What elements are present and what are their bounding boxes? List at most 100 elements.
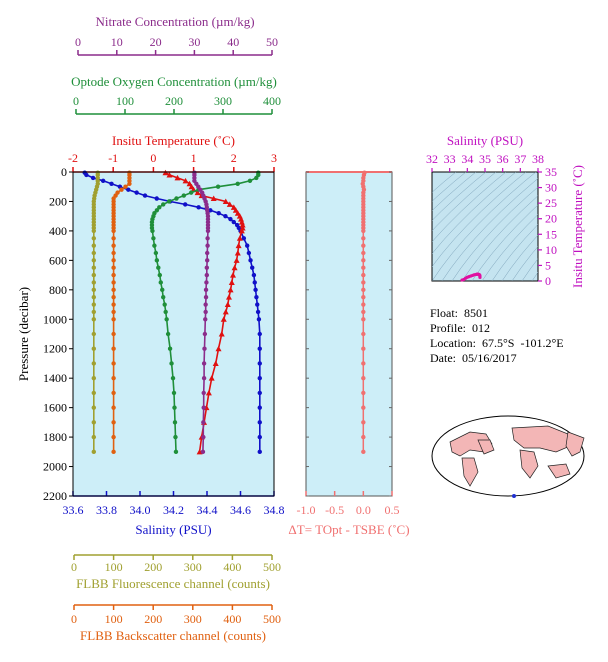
temperature-point [239,222,246,228]
oxygen-point [235,181,240,186]
backscatter-point [111,309,116,315]
nitrate-point [205,236,210,241]
nitrate-point [203,317,208,322]
salinity-point [253,287,258,293]
backscatter-point [111,434,116,440]
fluorescence-point [91,280,97,285]
salinity-tick-label: 34.4 [197,503,218,517]
backscatter-point [123,184,128,189]
float-location-marker [512,494,516,498]
nitrate-point [205,243,210,248]
map-landmass [519,449,539,479]
fluorescence-point [91,302,97,307]
nitrate-tick-label: 50 [266,35,278,49]
fluorescence-point [91,294,97,300]
temperature-point [215,345,222,352]
temperature-point [226,201,233,207]
salinity-point [255,302,260,307]
temperature-point [234,250,241,256]
nitrate-point [200,449,206,455]
fluorescence-point [91,390,97,396]
ts-salinity-tick-label: 36 [497,152,509,166]
isopycnal-line [432,172,457,193]
backscatter-point [111,390,116,396]
backscatter-point [111,265,116,270]
ts-salinity-tick-label: 37 [514,152,526,166]
fluorescence-point [91,375,97,381]
oxygen-point [161,202,166,207]
ts-salinity-tick-label: 35 [479,152,491,166]
oxygen-point [171,390,177,396]
fluorescence-point [91,236,97,241]
nitrate-point [202,346,207,351]
ts-temp-label: Insitu Temperature (˚C) [570,165,585,288]
salinity-point [154,196,159,201]
backscatter-point [111,272,116,278]
oxygen-point [164,317,169,322]
salinity-tick-label: 34.0 [130,503,151,517]
temperature-point [233,257,240,263]
temperature-tick-label: 3 [271,151,277,165]
temperature-point [220,316,227,322]
oxygen-tick-label: 200 [165,94,183,108]
backscatter-point [111,346,116,351]
salinity-tick-label: 33.8 [96,503,117,517]
fluorescence-point [91,434,97,440]
backscatter-tick-label: 500 [263,612,281,626]
salinity-point [84,172,89,178]
float-id-text: Float: 8501 [430,306,489,320]
nitrate-point [205,250,210,256]
oxygen-point [160,287,165,293]
ts-temp-tick-label: 35 [545,165,557,179]
salinity-point [257,375,262,381]
fluorescence-point [91,228,97,234]
fluorescence-point [91,243,97,248]
salinity-point [100,178,106,184]
ts-background [431,171,539,282]
temperature-point [239,224,246,231]
delta-t-point [361,228,366,234]
float-info: Float: 8501 Profile: 012 Location: 67.5°… [430,306,564,366]
delta-t-tick-label: -0.5 [325,503,344,517]
salinity-point [109,181,114,186]
salinity-tick-label: 34.2 [163,503,184,517]
nitrate-tick-label: 0 [75,35,81,49]
nitrate-point [204,265,210,270]
salinity-point [256,317,262,322]
nitrate-point [205,228,211,234]
delta-t-point [361,375,366,381]
isopycnal-line [481,214,538,281]
nitrate-point [204,280,209,285]
salinity-point [257,331,262,337]
salinity-point [257,390,262,396]
delta-t-point [361,272,366,278]
temperature-point [218,331,225,337]
delta-t-point [361,265,366,270]
nitrate-tick-label: 30 [188,35,200,49]
salinity-point [223,213,228,219]
salinity-point [126,187,131,192]
fluorescence-point [91,346,97,351]
fluorescence-tick-label: 200 [144,560,162,574]
isopycnal-line [471,204,538,281]
fluorescence-point [91,258,97,263]
pressure-axis-label: Pressure (decibar) [16,287,31,381]
salinity-point [90,175,96,181]
temperature-point [194,189,201,196]
temperature-point [238,227,245,234]
map-landmass [477,439,495,455]
nitrate-point [201,405,206,410]
salinity-point [208,208,213,213]
pressure-tick-label: 2000 [43,460,67,474]
delta-t-point [361,420,366,425]
nitrate-tick-label: 10 [111,35,123,49]
fluorescence-point [91,449,97,455]
oxygen-point [158,280,163,285]
oxygen-point [169,361,174,366]
backscatter-point [111,236,116,241]
isopycnal-line [441,178,538,281]
nitrate-point [203,302,208,307]
oxygen-point [165,331,171,337]
nitrate-point [203,287,209,293]
